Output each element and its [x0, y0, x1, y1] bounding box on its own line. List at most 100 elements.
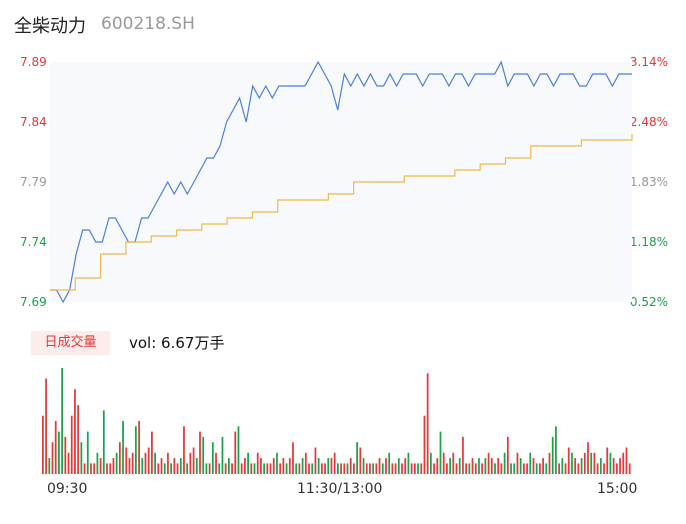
volume-bar: [208, 463, 211, 474]
volume-bar: [292, 442, 294, 474]
volume-bar: [240, 463, 243, 474]
volume-bar: [337, 463, 339, 474]
volume-indicator-badge[interactable]: 日成交量: [31, 331, 110, 355]
volume-bar: [410, 463, 413, 474]
volume-bar: [365, 463, 368, 474]
volume-bar: [587, 442, 589, 474]
volume-bar: [256, 452, 259, 474]
volume-bar: [48, 458, 51, 474]
volume-bar: [266, 463, 269, 474]
volume-bar: [99, 458, 102, 474]
volume-bar: [314, 447, 317, 474]
volume-bar: [112, 458, 115, 474]
volume-bar: [330, 458, 333, 474]
volume-bar: [106, 463, 108, 474]
volume-bar: [118, 442, 121, 474]
volume-bar: [343, 463, 346, 474]
volume-bar: [301, 458, 304, 474]
volume-bar: [362, 458, 365, 474]
volume-bar: [221, 436, 224, 474]
volume-bar: [109, 463, 112, 474]
volume-bar: [545, 463, 548, 474]
volume-bar: [452, 452, 455, 474]
volume-bar: [346, 463, 349, 474]
average-price-line: [50, 134, 633, 291]
volume-bar: [442, 452, 445, 474]
volume-bar: [375, 463, 378, 474]
volume-bar: [378, 458, 381, 474]
volume-bar: [311, 463, 314, 474]
volume-bar: [500, 463, 503, 474]
volume-bar: [54, 421, 57, 474]
volume-bar: [167, 452, 169, 474]
volume-bar: [192, 447, 195, 474]
volume-bar: [61, 368, 63, 474]
volume-bar: [490, 458, 493, 474]
volume-bar: [231, 463, 233, 474]
volume-bar: [189, 452, 192, 474]
volume-bar: [481, 463, 484, 474]
price-tick-2: 7.84: [20, 115, 47, 129]
volume-bar: [260, 458, 262, 474]
volume-bar: [574, 458, 577, 474]
volume-bar: [211, 442, 214, 474]
volume-bar: [458, 458, 461, 474]
volume-bar: [372, 463, 375, 474]
volume-bar: [388, 452, 391, 474]
volume-bar: [138, 421, 140, 474]
volume-bar: [96, 452, 99, 474]
volume-bar: [519, 458, 522, 474]
volume-bar: [497, 458, 500, 474]
volume-bar: [42, 415, 44, 474]
volume-bar: [131, 452, 134, 474]
volume-bar: [577, 463, 580, 474]
volume-bar: [134, 426, 137, 474]
volume-bar: [532, 458, 535, 474]
volume-bar: [157, 463, 160, 474]
pct-tick-4: 1.18%: [629, 235, 668, 249]
volume-bar: [558, 463, 561, 474]
time-tick-close: 15:00: [597, 481, 638, 497]
volume-bar: [590, 452, 593, 474]
volume-bar: [567, 447, 570, 474]
volume-bar: [90, 463, 92, 474]
volume-bar: [93, 463, 96, 474]
volume-bar: [333, 452, 336, 474]
price-line: [50, 60, 632, 304]
volume-bar: [144, 452, 147, 474]
volume-bar: [349, 458, 352, 474]
volume-bar: [417, 463, 419, 474]
volume-bar: [77, 405, 80, 474]
volume-bar: [478, 458, 480, 474]
volume-bar: [86, 431, 89, 474]
volume-bar: [205, 463, 208, 474]
price-panel-bg: [50, 62, 632, 302]
volume-bar: [295, 463, 298, 474]
volume-bar: [353, 463, 355, 474]
volume-bar: [526, 463, 528, 474]
volume-bar: [423, 415, 426, 474]
volume-bar: [471, 458, 474, 474]
volume-bar: [413, 463, 416, 474]
volume-bar: [279, 463, 282, 474]
volume-bar: [320, 463, 323, 474]
volume-bar: [622, 452, 625, 474]
volume-bar: [436, 458, 439, 474]
stock-name: 全柴动力: [14, 16, 86, 37]
volume-bar: [397, 458, 400, 474]
volume-bar: [125, 447, 128, 474]
volume-bar: [596, 463, 599, 474]
pct-tick-3: 1.83%: [629, 175, 668, 189]
volume-bar: [340, 463, 342, 474]
time-tick-midday: 11:30/13:00: [297, 481, 383, 497]
volume-bar: [474, 463, 477, 474]
price-tick-4: 7.74: [20, 235, 47, 249]
pct-tick-1: 3.14%: [629, 55, 668, 69]
volume-bar: [327, 458, 330, 474]
volume-bar: [288, 458, 291, 474]
volume-bar: [513, 463, 516, 474]
volume-bar: [404, 458, 407, 474]
volume-bar: [426, 373, 429, 474]
volume-bar: [308, 463, 310, 474]
